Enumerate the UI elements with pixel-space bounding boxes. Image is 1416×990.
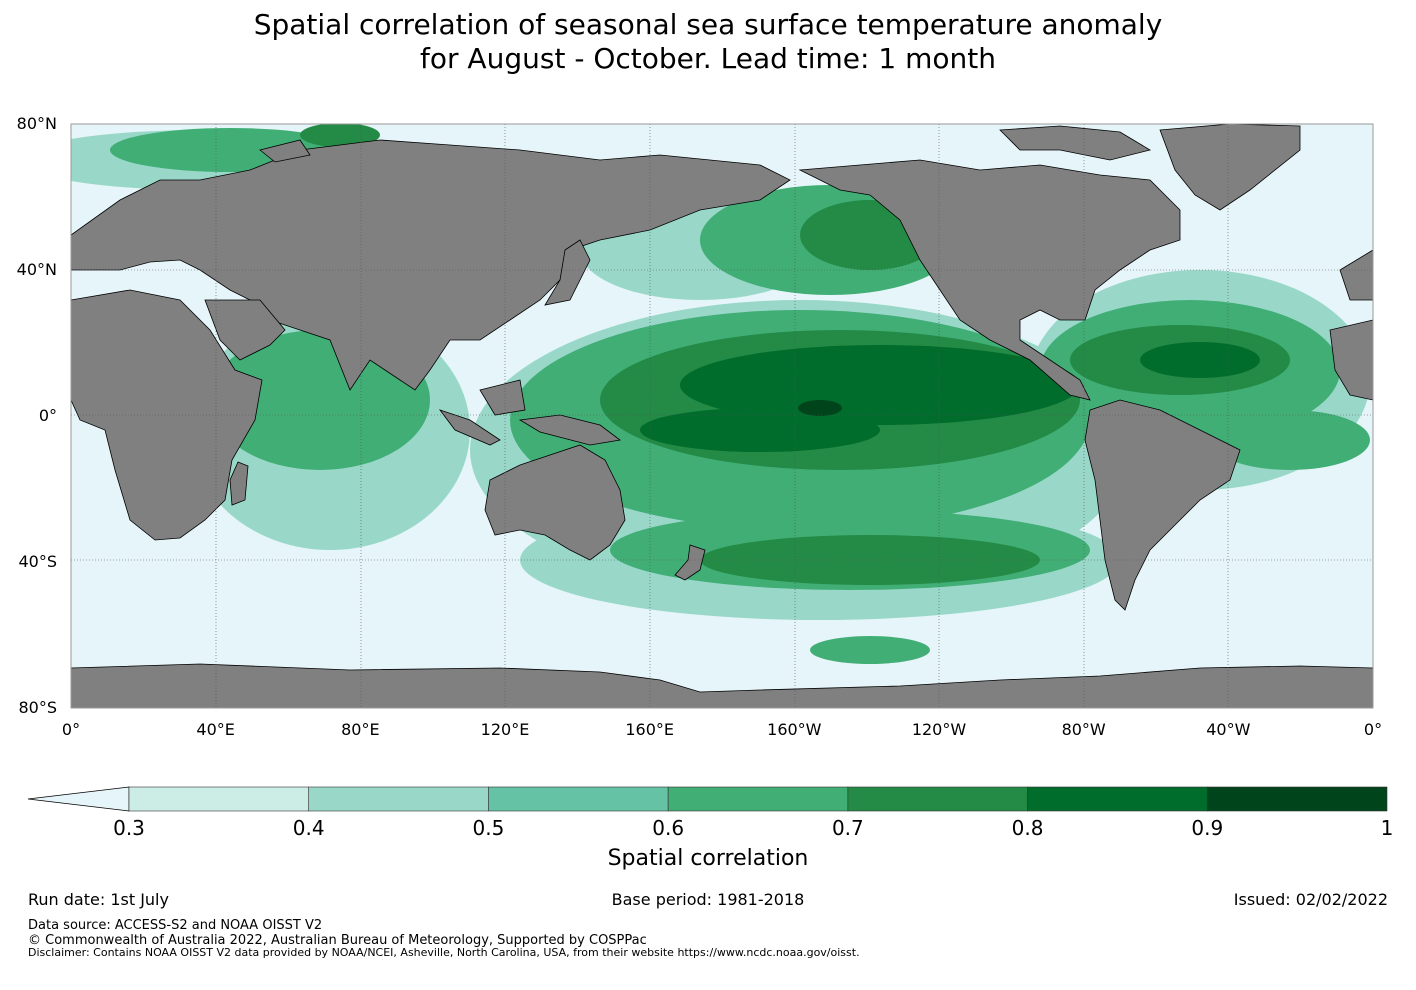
lon-label: 0° [61,720,81,739]
colorbar-segment [1027,786,1208,812]
colorbar-tick-label: 0.6 [652,816,685,840]
data-source: Data source: ACCESS-S2 and NOAA OISST V2 [28,918,323,933]
colorbar-segment [847,786,1028,812]
colorbar-tick-label: 0.7 [831,816,864,840]
title-line-1: Spatial correlation of seasonal sea surf… [253,8,1163,41]
lon-label: 120°W [911,720,967,739]
issued-date: Issued: 02/02/2022 [1233,890,1388,909]
lon-label: 160°W [767,720,822,739]
copyright: © Commonwealth of Australia 2022, Austra… [28,933,647,948]
colorbar-tick-label: 0.4 [292,816,325,840]
lat-label: 0° [38,406,57,425]
lon-label: 80°W [1061,720,1106,739]
lat-label: 80°S [18,698,57,717]
graticule [71,124,1373,708]
correlation-map [70,123,1374,709]
lon-label: 40°W [1206,720,1251,739]
lon-label: 0° [1363,720,1383,739]
colorbar-extend-arrow [27,786,130,812]
correlation-field [71,124,1370,664]
colorbar-segments [27,786,1388,812]
run-date: Run date: 1st July [28,890,169,909]
chart-title: Spatial correlation of seasonal sea surf… [0,8,1416,76]
colorbar-segment [488,786,669,812]
colorbar-segment [308,786,489,812]
lon-label: 80°E [341,720,380,739]
title-line-2: for August - October. Lead time: 1 month [420,42,996,75]
lat-label: 40°S [18,552,57,571]
base-period: Base period: 1981-2018 [611,890,805,909]
disclaimer: Disclaimer: Contains NOAA OISST V2 data … [28,946,860,959]
lat-label: 80°N [16,114,57,133]
colorbar-segment [667,786,849,812]
lon-label: 40°E [196,720,235,739]
colorbar-tick-label: 0.8 [1011,816,1044,840]
colorbar-tick-label: 0.9 [1191,816,1224,840]
colorbar-tick-label: 1 [1380,816,1394,840]
lon-label: 120°E [480,720,530,739]
lon-label: 160°E [625,720,674,739]
colorbar-segment [1206,786,1388,812]
colorbar-tick-label: 0.5 [472,816,505,840]
map-frame [70,123,1374,709]
colorbar [27,786,1388,812]
land [71,124,1373,708]
colorbar-tick-label: 0.3 [113,816,145,840]
colorbar-segment [128,786,310,812]
lat-label: 40°N [16,260,57,279]
colorbar-title: Spatial correlation [607,846,809,871]
